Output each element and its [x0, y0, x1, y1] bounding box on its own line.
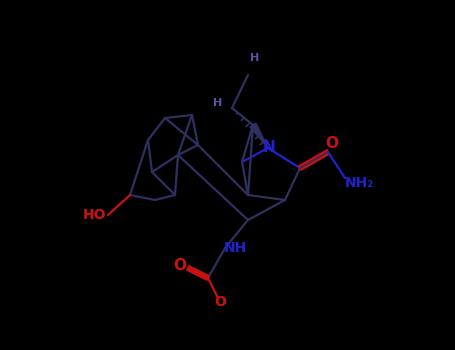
Text: NH₂: NH₂	[344, 176, 374, 190]
Polygon shape	[250, 123, 268, 148]
Text: O: O	[173, 258, 187, 273]
Text: N: N	[263, 140, 275, 154]
Text: H: H	[250, 53, 260, 63]
Text: O: O	[214, 295, 226, 309]
Text: NH: NH	[223, 241, 247, 255]
Text: O: O	[325, 135, 339, 150]
Text: HO: HO	[82, 208, 106, 222]
Text: H: H	[213, 98, 222, 108]
